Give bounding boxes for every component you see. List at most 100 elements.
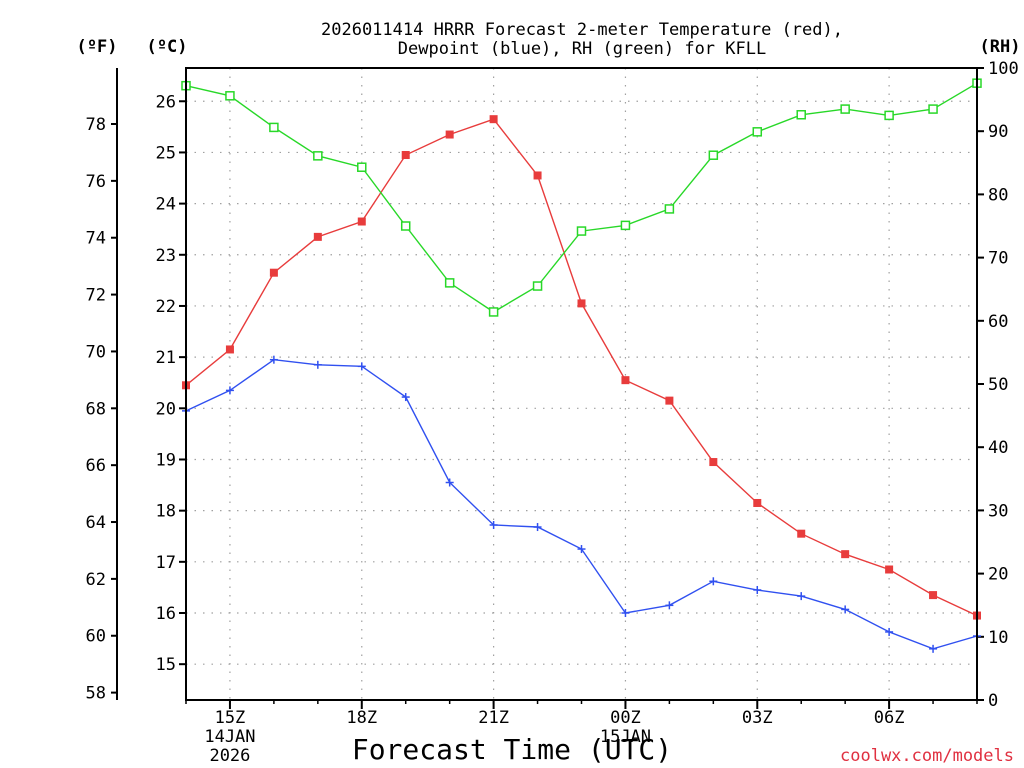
temperature-point [225,345,234,354]
temperature-point [445,130,454,139]
dewpoint-point [533,523,542,532]
dewpoint-point [313,360,322,369]
credit-text: coolwx.com/models [840,746,1014,766]
temperature-series [182,115,981,620]
dewpoint-point [841,605,850,614]
temperature-point [489,115,498,124]
rh-point [488,307,499,317]
temperature-point [885,565,894,574]
dewpoint-line [185,358,978,650]
celsius-unit-label: (ºC) [147,37,188,57]
rh-tick-label: 100 [988,59,1019,79]
fahrenheit-tick-label: 72 [86,286,106,306]
fahrenheit-tick-label: 64 [86,513,106,533]
time-tick-label: 18Z [346,708,377,728]
fahrenheit-axis: 58 60 62 64 66 68 70 72 74 76 78 [86,115,117,704]
dewpoint-point [225,386,234,395]
fahrenheit-tick-label: 62 [86,570,106,590]
rh-point [708,150,719,160]
rh-tick-label: 0 [988,691,998,711]
time-tick-label: 03Z [742,708,773,728]
temperature-line [185,118,978,617]
temperature-point [401,150,410,159]
rh-point [269,122,279,133]
rh-point [532,281,543,291]
celsius-tick-label: 24 [156,195,176,215]
temperature-point [269,268,278,277]
dewpoint-point [709,577,718,586]
fahrenheit-tick-label: 58 [86,684,106,704]
rh-unit-label: (RH) [980,37,1021,57]
rh-axis: 0 10 20 30 40 50 60 70 80 90 100 [977,59,1019,711]
temperature-point [577,299,586,308]
fahrenheit-unit-label: (ºF) [77,37,118,57]
rh-point [576,226,587,236]
series-layer [181,78,982,653]
rh-point [444,278,455,288]
celsius-tick-label: 23 [156,246,176,266]
celsius-tick-label: 21 [156,348,176,368]
dewpoint-point [797,592,806,601]
time-tick-label: 21Z [478,708,509,728]
dewpoint-point [621,609,630,618]
temperature-point [929,591,938,600]
celsius-tick-label: 16 [156,604,176,624]
rh-point [752,127,763,137]
year-label: 2026 [209,746,250,766]
temperature-point [313,232,322,241]
fahrenheit-tick-label: 78 [86,115,106,135]
rh-point [796,110,806,120]
time-tick-label: 15Z [215,708,246,728]
rh-point [357,162,367,172]
dewpoint-point [269,355,278,364]
rh-tick-label: 70 [988,249,1008,269]
dewpoint-point [929,644,938,653]
dewpoint-point [401,393,410,402]
rh-series [181,78,982,317]
celsius-tick-label: 18 [156,502,176,522]
time-tick-label: 00Z [610,708,641,728]
rh-tick-label: 80 [988,185,1008,205]
fahrenheit-tick-label: 76 [86,172,106,192]
dewpoint-point [577,545,586,554]
fahrenheit-tick-label: 70 [86,342,106,362]
fahrenheit-tick-label: 66 [86,456,106,476]
rh-point [664,204,675,214]
rh-line [185,82,978,313]
rh-tick-label: 90 [988,122,1008,142]
fahrenheit-tick-label: 74 [86,229,106,249]
dewpoint-point [885,627,894,636]
temperature-point [709,458,718,467]
time-tick-label: 06Z [874,708,905,728]
rh-point [400,221,411,231]
dewpoint-point [665,601,674,610]
plot-frame [185,67,978,701]
rh-point [225,91,235,101]
celsius-tick-label: 15 [156,655,176,675]
rh-tick-label: 30 [988,501,1008,521]
celsius-tick-label: 22 [156,297,176,317]
date-label: 15JAN [600,727,651,747]
rh-point [313,151,323,161]
date-label: 14JAN [204,727,255,747]
celsius-tick-label: 25 [156,143,176,163]
fahrenheit-tick-label: 68 [86,399,106,419]
rh-tick-label: 50 [988,375,1008,395]
rh-tick-label: 10 [988,628,1008,648]
celsius-axis: 15 16 17 18 19 20 21 22 23 24 25 26 [156,92,186,675]
temperature-point [533,171,542,180]
dewpoint-point [445,478,454,487]
rh-tick-label: 40 [988,438,1008,458]
fahrenheit-tick-label: 60 [86,627,106,647]
chart-title-line2: Dewpoint (blue), RH (green) for KFLL [398,39,766,59]
grid-lines [186,68,977,700]
temperature-point [665,396,674,405]
celsius-tick-label: 20 [156,399,176,419]
temperature-point [797,529,806,538]
temperature-point [753,498,762,507]
chart-title-line1: 2026011414 HRRR Forecast 2-meter Tempera… [321,20,843,40]
x-axis-label: Forecast Time (UTC) [352,733,672,766]
dewpoint-series [182,355,981,653]
